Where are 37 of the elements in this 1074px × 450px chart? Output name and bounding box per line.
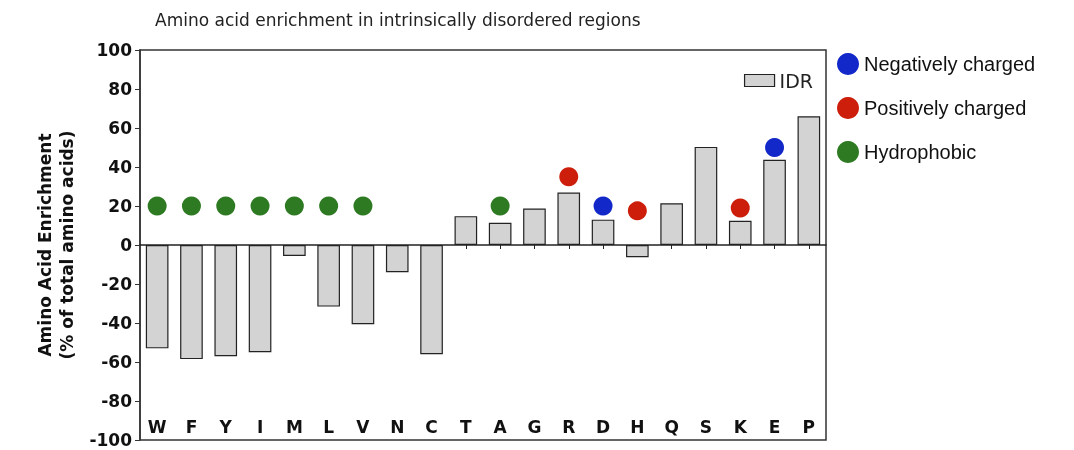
x-tick-label: I [256,416,264,437]
x-tick-label: N [390,416,405,437]
y-tick-label: 80 [108,79,133,99]
legend-label: IDR [779,69,813,92]
chart-title: Amino acid enrichment in intrinsically disordered regions [155,9,641,30]
y-tick-label: -80 [101,391,133,411]
x-tick-label: W [147,416,167,437]
y-tick-label: 0 [120,235,133,255]
y-tick-label: -60 [101,352,133,372]
x-tick-label: Q [664,416,679,437]
legend-label: Negatively charged [864,53,1036,75]
legend-label: Hydrophobic [864,141,977,163]
x-tick-label: H [630,416,645,437]
legend-label: Positively charged [864,97,1027,119]
x-tick-label: C [425,416,438,437]
x-tick-label: P [802,416,816,437]
x-tick-label: R [562,416,576,437]
x-tick-label: K [733,416,748,437]
x-tick-label: F [185,416,198,437]
y-tick-label: -20 [101,274,133,294]
y-axis-title: Amino Acid Enrichment (% of total amino acids) [35,130,77,360]
x-tick-label: T [460,416,473,437]
x-tick-label: E [768,416,781,437]
x-tick-label: Y [218,416,233,437]
y-tick-label: -100 [89,430,133,450]
x-tick-label: V [356,416,371,437]
x-tick-label: M [285,416,303,437]
y-tick-label: 40 [108,157,133,177]
y-tick-label: 20 [108,196,133,216]
x-tick-label: S [699,416,713,437]
y-tick-label: 60 [108,118,133,138]
x-tick-label: A [493,416,508,437]
x-tick-label: D [595,416,611,437]
x-tick-label: G [527,416,542,437]
y-tick-label: 100 [96,40,133,60]
x-tick-label: L [323,416,335,437]
y-tick-label: -40 [101,313,133,333]
